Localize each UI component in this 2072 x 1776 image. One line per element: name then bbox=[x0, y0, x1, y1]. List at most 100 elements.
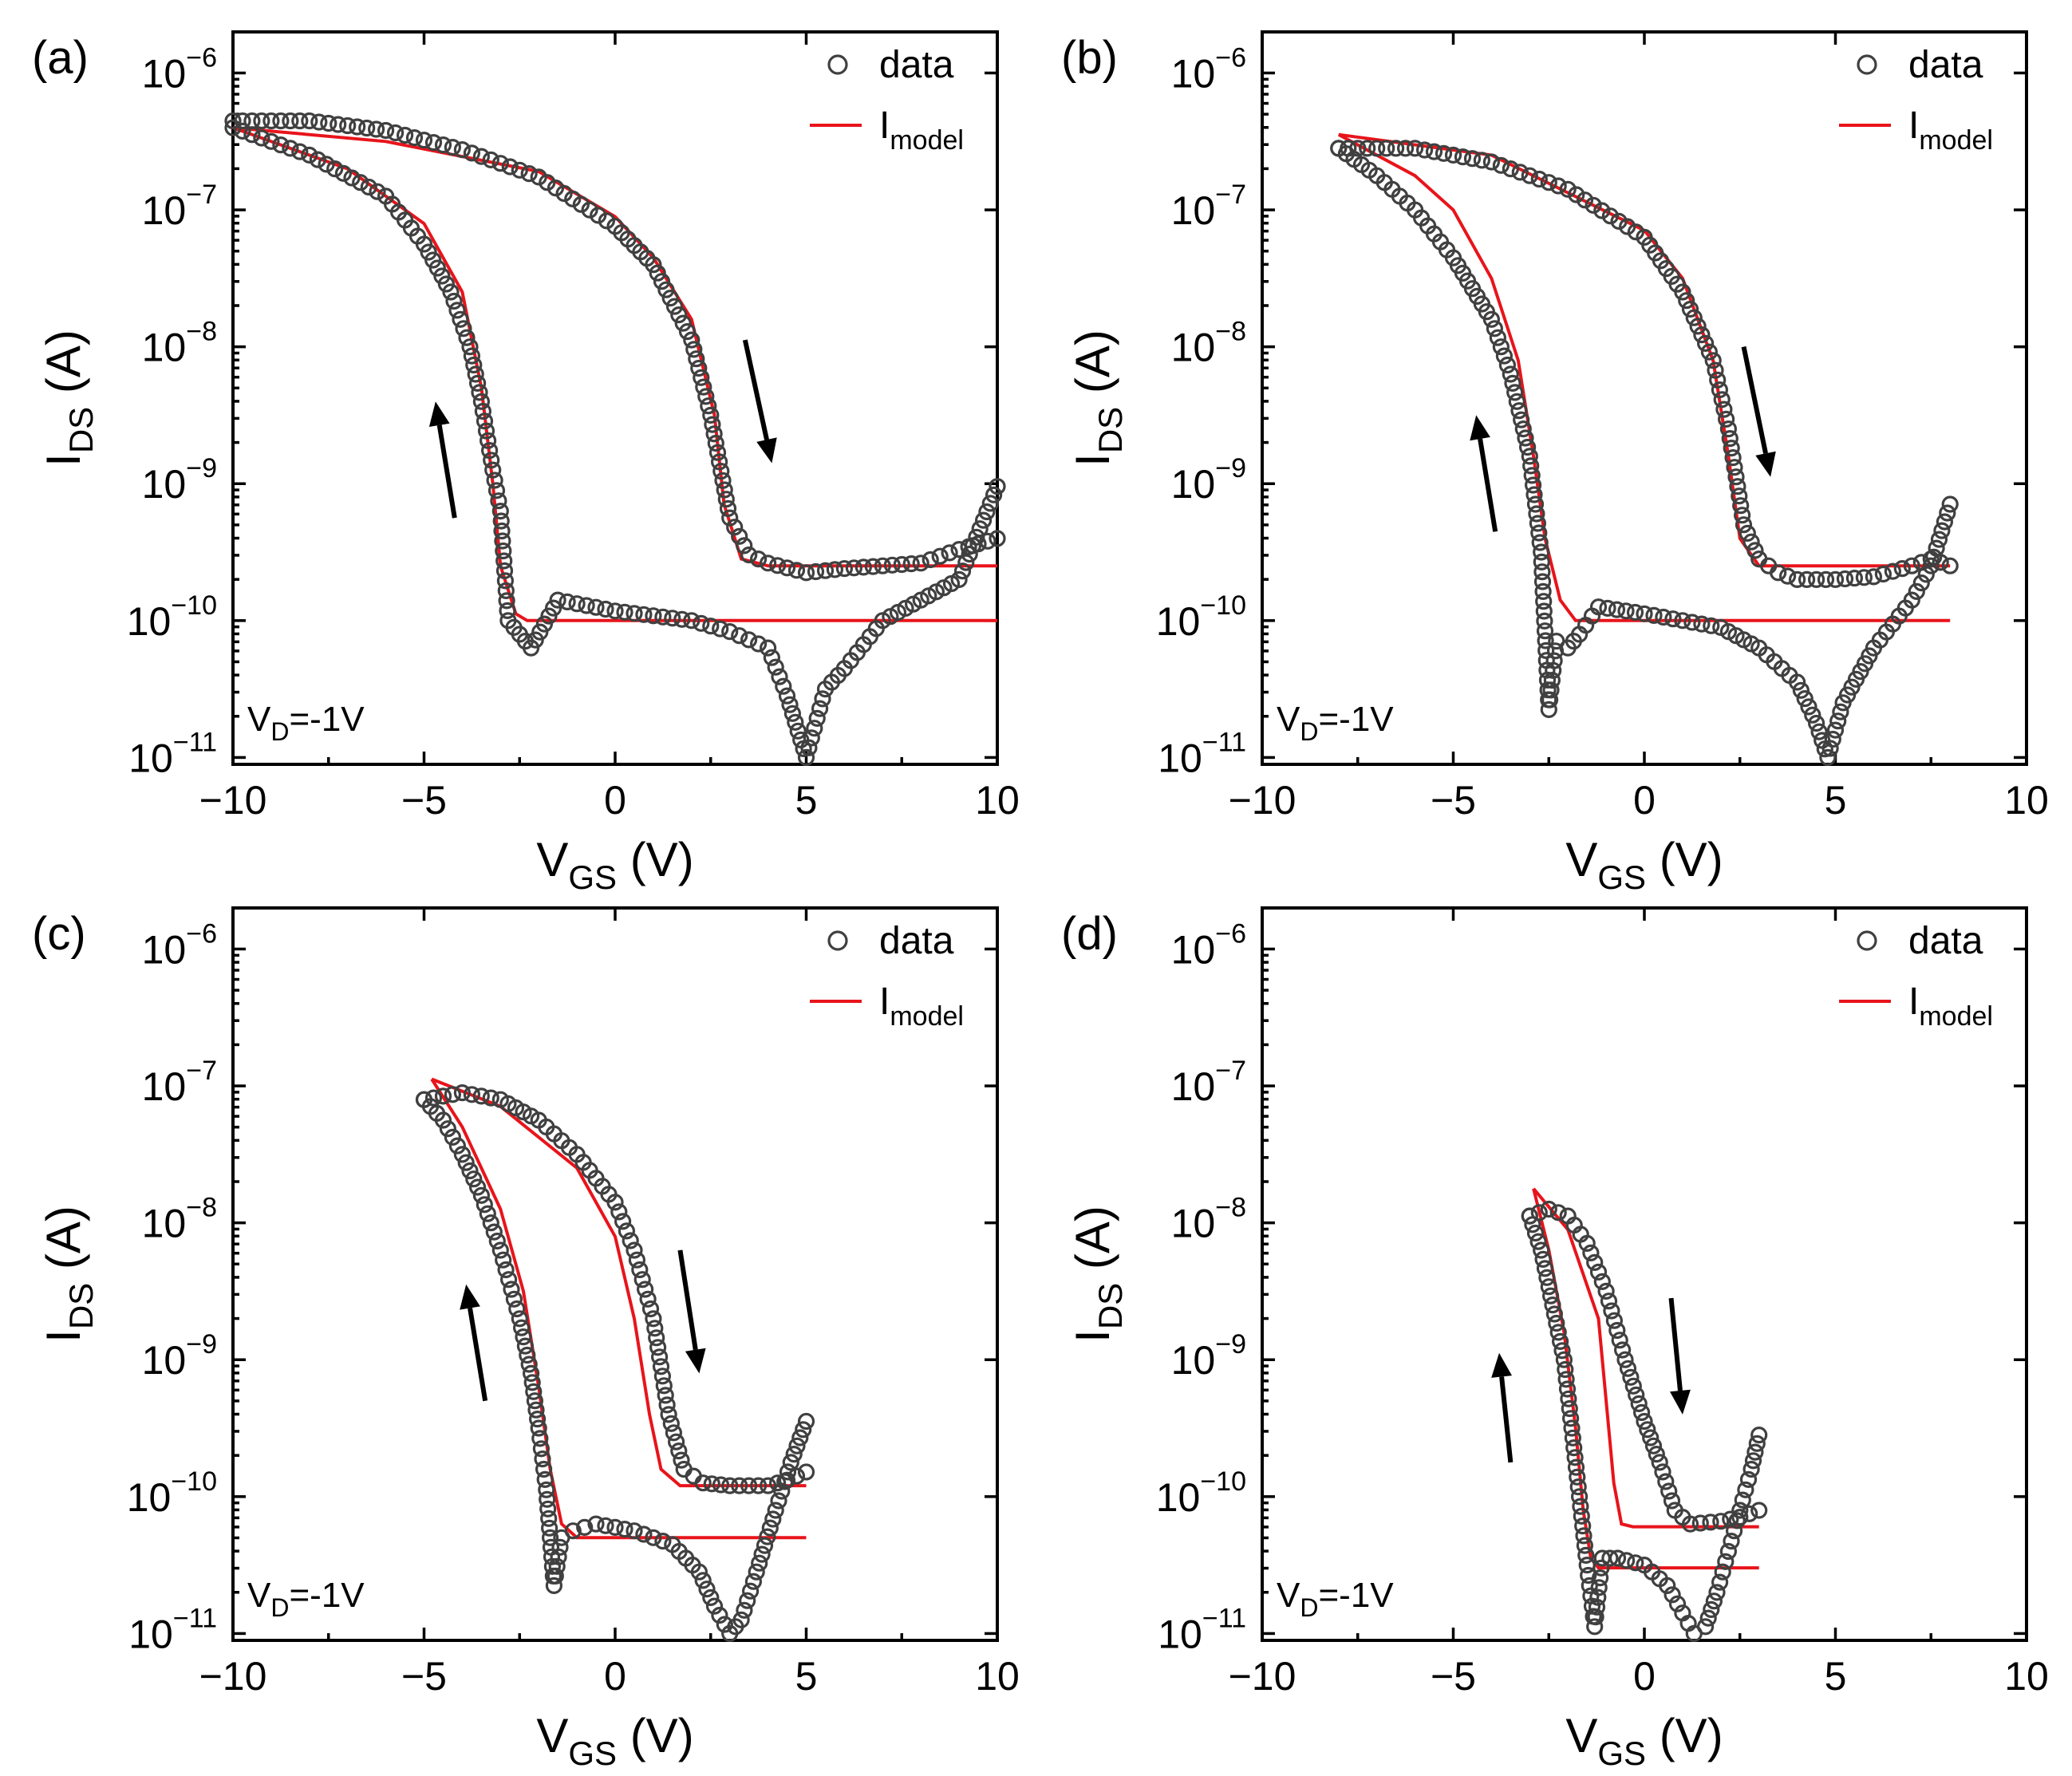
data-point bbox=[1826, 721, 1845, 739]
data-point bbox=[1683, 614, 1701, 631]
data-point bbox=[1508, 393, 1525, 410]
data-point bbox=[465, 356, 483, 374]
data-point bbox=[1586, 1253, 1604, 1272]
y-tick-label: 10−9 bbox=[142, 453, 217, 507]
data-point bbox=[487, 482, 506, 499]
data-point bbox=[444, 139, 462, 156]
data-point bbox=[463, 1086, 481, 1103]
data-point bbox=[912, 555, 929, 572]
data-point bbox=[468, 1178, 487, 1196]
data-point bbox=[1616, 1351, 1634, 1368]
data-point bbox=[814, 690, 831, 708]
data-point bbox=[1645, 606, 1663, 625]
data-point bbox=[576, 1518, 594, 1537]
annotation-value: =-1V bbox=[1318, 1576, 1394, 1615]
data-point bbox=[536, 1470, 554, 1489]
legend-model-subscript: model bbox=[890, 1001, 964, 1032]
data-point bbox=[457, 1154, 475, 1171]
data-point bbox=[1589, 1263, 1608, 1281]
data-point bbox=[1893, 559, 1911, 578]
y-tick-exponent: −7 bbox=[1215, 180, 1246, 210]
y-tick-base: 10 bbox=[127, 599, 172, 644]
x-tick-label: 0 bbox=[604, 1654, 626, 1699]
data-point bbox=[1593, 1273, 1611, 1291]
data-point bbox=[519, 1346, 536, 1364]
y-tick-label: 10−11 bbox=[128, 727, 217, 780]
data-point bbox=[1808, 714, 1825, 732]
data-point bbox=[1406, 140, 1424, 157]
data-point bbox=[534, 1450, 551, 1468]
data-point bbox=[587, 1515, 605, 1533]
x-tick-label: −10 bbox=[1229, 1654, 1296, 1699]
data-point bbox=[717, 491, 735, 508]
data-point bbox=[512, 1319, 531, 1336]
data-point bbox=[1549, 177, 1567, 195]
data-point bbox=[1593, 202, 1611, 219]
data-point bbox=[548, 1557, 566, 1575]
data-point bbox=[1746, 1443, 1764, 1461]
data-point bbox=[1567, 1458, 1585, 1476]
data-point bbox=[1792, 681, 1810, 699]
data-point bbox=[665, 298, 684, 315]
sweep-arrow-up-shaft bbox=[1478, 438, 1498, 532]
data-point bbox=[721, 622, 739, 641]
data-point bbox=[1709, 371, 1727, 389]
data-point bbox=[1941, 557, 1959, 574]
data-point bbox=[1622, 1368, 1640, 1386]
data-point bbox=[465, 1170, 483, 1188]
y-axis-subscript: DS bbox=[62, 407, 100, 453]
data-point bbox=[1693, 326, 1711, 344]
data-point bbox=[358, 119, 376, 137]
data-point bbox=[1522, 457, 1540, 475]
data-point bbox=[749, 635, 768, 653]
data-point bbox=[721, 509, 739, 527]
data-point bbox=[902, 555, 920, 573]
data-point bbox=[931, 547, 949, 565]
data-point bbox=[1922, 557, 1940, 574]
data-point bbox=[483, 452, 500, 469]
data-point bbox=[1569, 1468, 1586, 1486]
legend-data-label: data bbox=[879, 920, 954, 962]
chart-panel-2: (b)−10 −5 0 5 1010−610−710−810−910−1010−11VG… bbox=[1061, 30, 2049, 896]
data-point bbox=[532, 1440, 551, 1458]
data-point bbox=[1521, 448, 1538, 465]
y-tick-base: 10 bbox=[1156, 599, 1201, 644]
y-axis-unit: (A) bbox=[1066, 330, 1119, 407]
data-point bbox=[1590, 1579, 1608, 1596]
data-point bbox=[740, 546, 758, 564]
data-point bbox=[1572, 1498, 1589, 1515]
y-axis-unit: (A) bbox=[37, 330, 90, 407]
data-point bbox=[1789, 570, 1806, 589]
data-point bbox=[1574, 1517, 1592, 1535]
data-point bbox=[791, 1429, 809, 1446]
data-point bbox=[788, 1437, 806, 1454]
y-tick-exponent: −8 bbox=[1215, 1193, 1246, 1223]
y-tick-label: 10−6 bbox=[142, 918, 217, 972]
y-tick-exponent: −6 bbox=[1215, 42, 1246, 73]
data-point bbox=[773, 1482, 791, 1500]
y-tick-base: 10 bbox=[142, 927, 187, 972]
model-series-line bbox=[431, 1077, 807, 1488]
data-point bbox=[434, 1111, 452, 1129]
model-series-line bbox=[1532, 1188, 1759, 1570]
data-point bbox=[1586, 1618, 1604, 1636]
data-point bbox=[761, 1519, 779, 1537]
data-point bbox=[472, 1186, 491, 1204]
data-point bbox=[710, 453, 728, 471]
model-series-line bbox=[1337, 132, 1951, 622]
data-point bbox=[1524, 1216, 1541, 1233]
y-axis-unit: (A) bbox=[1066, 1206, 1119, 1283]
data-point bbox=[1678, 292, 1695, 310]
data-point bbox=[1521, 167, 1538, 184]
drain-voltage-annotation: VD=-1V bbox=[1277, 1576, 1394, 1622]
data-point bbox=[667, 1433, 685, 1450]
data-point bbox=[654, 608, 672, 626]
data-point bbox=[1523, 467, 1541, 484]
data-point bbox=[1504, 374, 1521, 392]
data-point bbox=[309, 151, 326, 168]
y-tick-label: 10−9 bbox=[142, 1329, 217, 1383]
data-point bbox=[1936, 513, 1953, 531]
data-point bbox=[1700, 343, 1718, 361]
y-tick-label: 10−9 bbox=[1171, 1329, 1246, 1383]
data-point bbox=[748, 1563, 765, 1581]
